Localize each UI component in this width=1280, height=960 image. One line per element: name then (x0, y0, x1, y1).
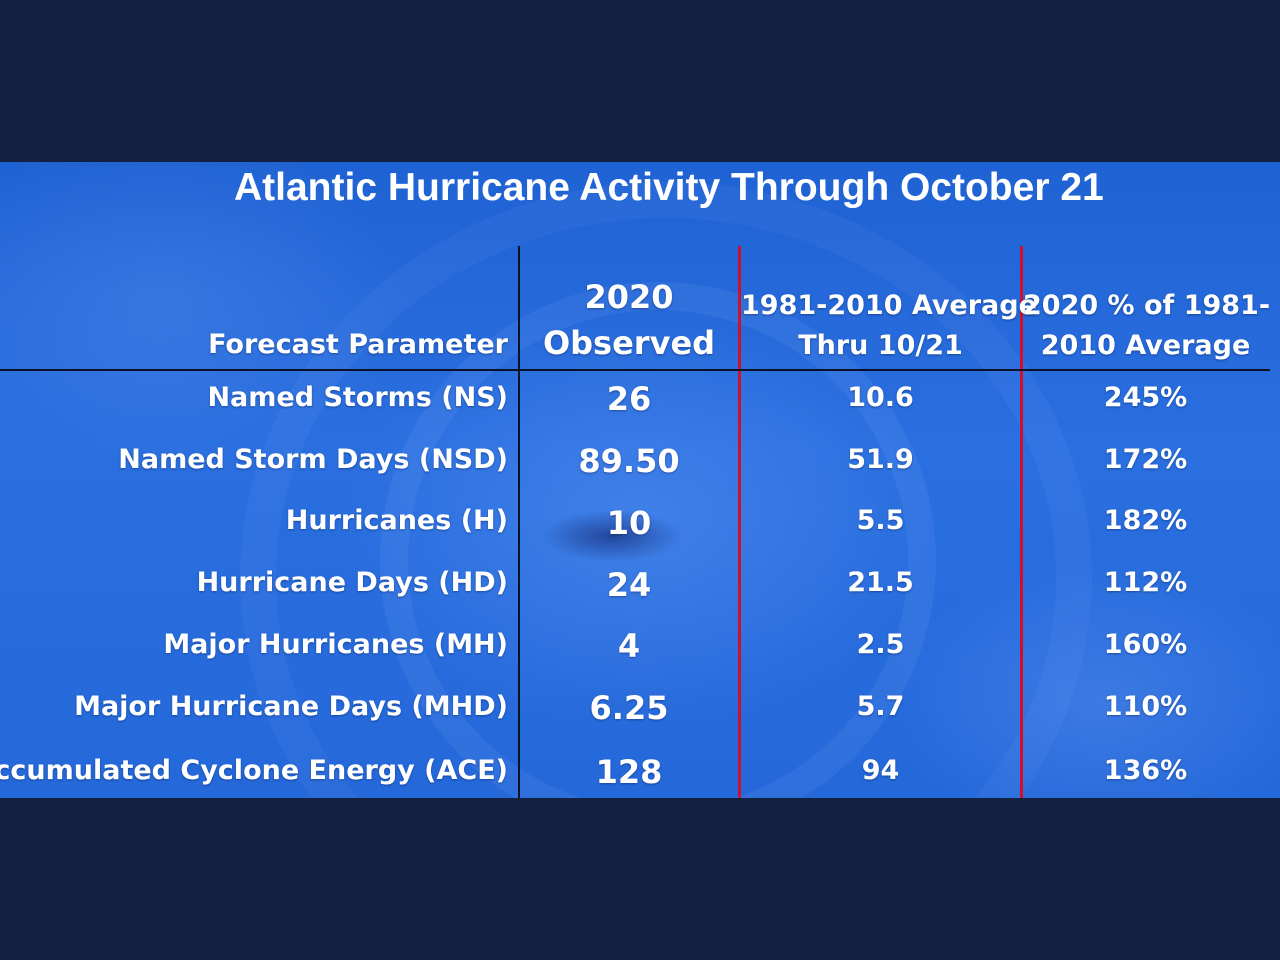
row-average: 21.5 (847, 567, 914, 598)
row-observed: 26 (606, 380, 652, 418)
row-average: 2.5 (856, 629, 905, 660)
row-parameter: Hurricane Days (HD) (196, 567, 508, 598)
row-parameter: Major Hurricane Days (MHD) (74, 691, 508, 722)
row-percent: 182% (1103, 505, 1188, 536)
header-observed-line2: Observed (542, 324, 716, 362)
column-divider (518, 246, 520, 798)
row-percent: 110% (1103, 691, 1188, 722)
row-observed: 10 (606, 504, 652, 542)
row-observed: 4 (617, 627, 641, 665)
header-percent-line1: 2020 % of 1981- (1023, 290, 1271, 321)
header-average-line2: Thru 10/21 (798, 330, 963, 361)
row-average: 5.7 (856, 691, 905, 722)
row-percent: 172% (1103, 444, 1188, 475)
row-percent: 136% (1103, 755, 1188, 786)
column-divider-red (738, 246, 741, 798)
row-average: 51.9 (847, 444, 914, 475)
header-forecast-parameter: Forecast Parameter (208, 329, 508, 360)
header-average-line1: 1981-2010 Average (741, 290, 1037, 321)
page-title: Atlantic Hurricane Activity Through Octo… (234, 166, 1104, 209)
row-parameter: Accumulated Cyclone Energy (ACE) (0, 755, 508, 786)
row-average: 5.5 (856, 505, 905, 536)
row-average: 94 (861, 755, 900, 786)
slide-panel: Atlantic Hurricane Activity Through Octo… (0, 162, 1280, 798)
row-observed: 24 (606, 566, 652, 604)
row-average: 10.6 (847, 382, 914, 413)
row-observed: 128 (595, 753, 663, 791)
row-percent: 112% (1103, 567, 1188, 598)
column-divider-red (1020, 246, 1023, 798)
row-parameter: Named Storm Days (NSD) (118, 444, 508, 475)
row-parameter: Major Hurricanes (MH) (163, 629, 508, 660)
row-percent: 245% (1103, 382, 1188, 413)
row-observed: 6.25 (589, 689, 669, 727)
row-observed: 89.50 (578, 442, 680, 480)
row-parameter: Named Storms (NS) (207, 382, 508, 413)
row-percent: 160% (1103, 629, 1188, 660)
header-divider (0, 369, 1270, 371)
header-observed-line1: 2020 (584, 278, 674, 316)
header-percent-line2: 2010 Average (1040, 330, 1251, 361)
row-parameter: Hurricanes (H) (285, 505, 508, 536)
